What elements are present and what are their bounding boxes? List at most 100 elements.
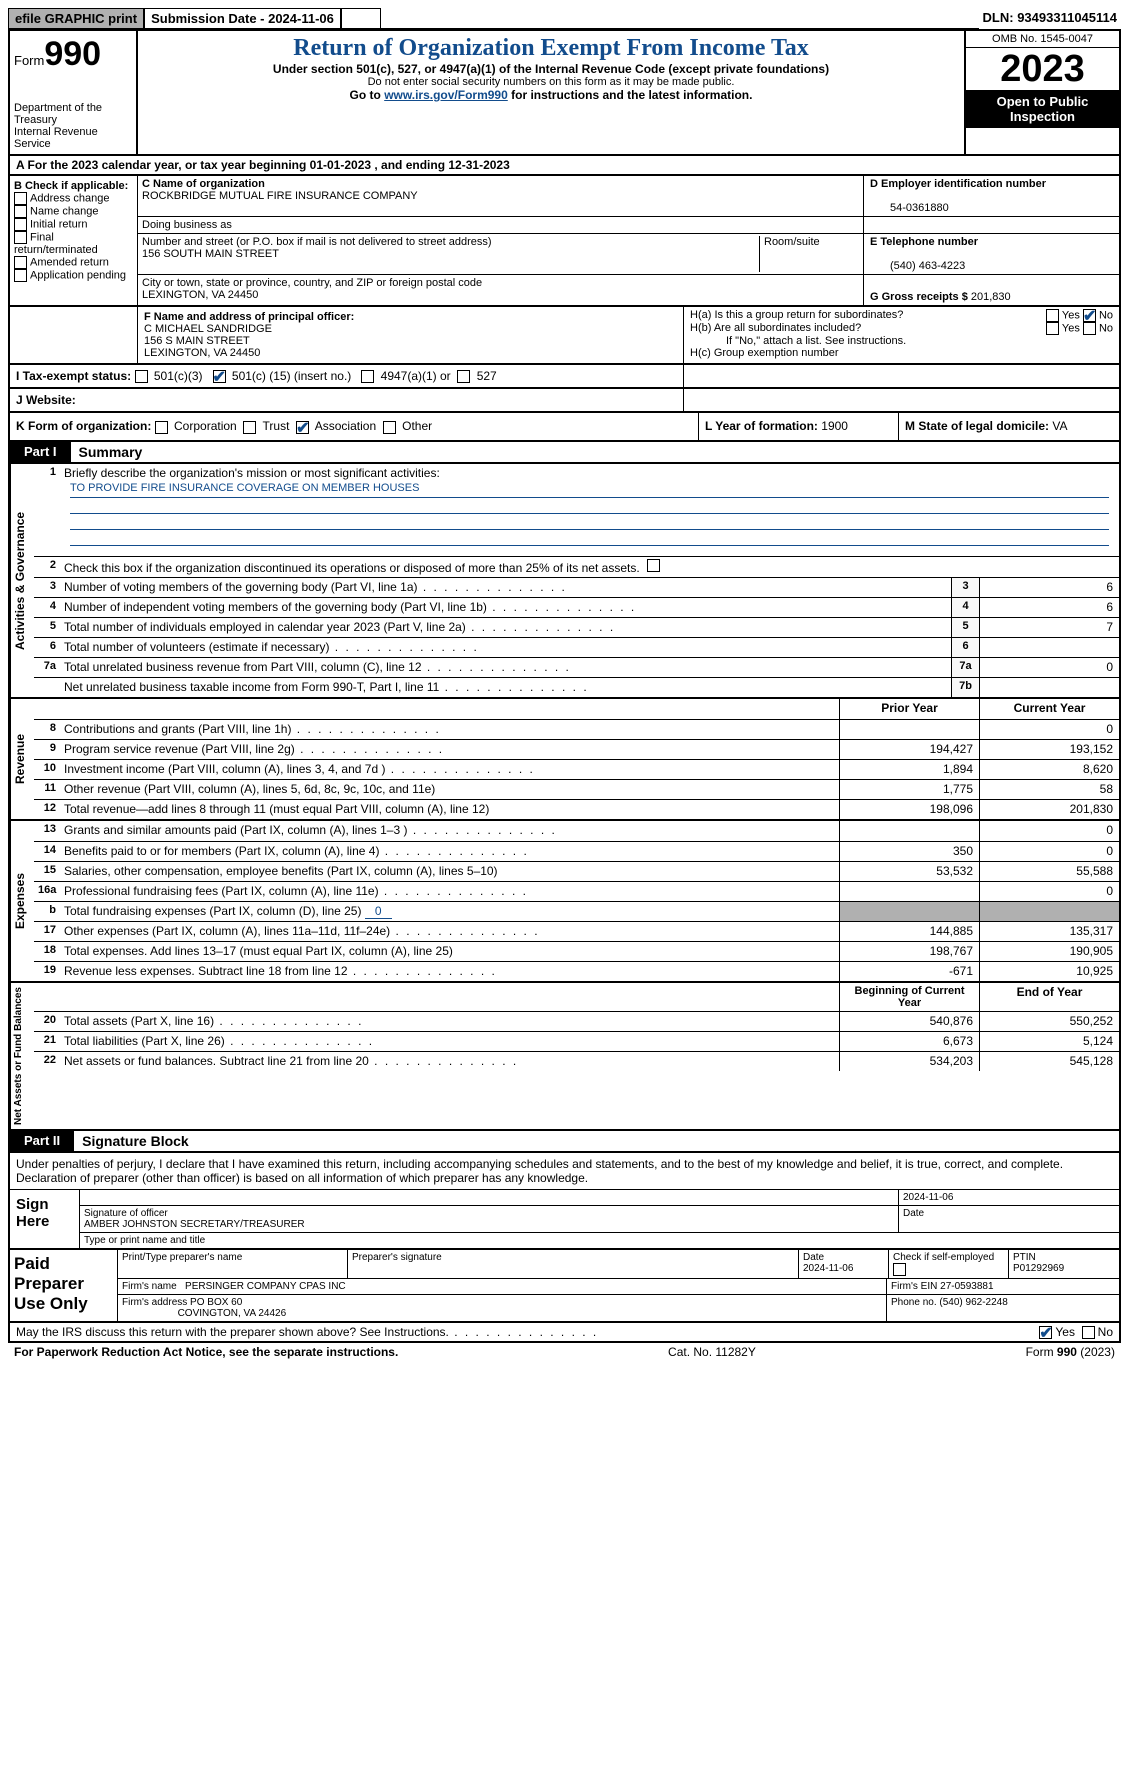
footer-catalog: Cat. No. 11282Y — [668, 1345, 756, 1359]
line22-eoy: 545,128 — [979, 1052, 1119, 1071]
checkbox-ha-no[interactable] — [1083, 309, 1096, 322]
h-b-label: H(b) Are all subordinates included? — [690, 322, 861, 335]
checkbox-trust[interactable] — [243, 421, 256, 434]
checkbox-other[interactable] — [383, 421, 396, 434]
efile-button[interactable]: efile GRAPHIC print — [8, 8, 144, 29]
prep-date: 2024-11-06 — [803, 1263, 853, 1274]
sign-here-label: Sign Here — [10, 1190, 80, 1248]
blank-box — [341, 8, 381, 29]
box-e-phone-label: E Telephone number — [870, 236, 978, 248]
footer-left: For Paperwork Reduction Act Notice, see … — [14, 1345, 398, 1359]
form-title: Return of Organization Exempt From Incom… — [142, 35, 960, 62]
checkbox-assoc[interactable] — [296, 421, 309, 434]
footer-right: Form 990 (2023) — [1026, 1345, 1115, 1359]
officer-addr1: 156 S MAIN STREET — [144, 335, 250, 347]
state-domicile: VA — [1052, 419, 1067, 433]
box-f-label: F Name and address of principal officer: — [144, 311, 354, 323]
side-label-ag: Activities & Governance — [10, 464, 34, 697]
omb-number: OMB No. 1545-0047 — [966, 31, 1119, 48]
line13-cy: 0 — [979, 821, 1119, 841]
checkbox-initial-return[interactable] — [14, 218, 27, 231]
checkbox-address-change[interactable] — [14, 192, 27, 205]
checkbox-501c3[interactable] — [135, 370, 148, 383]
open-to-public: Open to Public Inspection — [966, 90, 1119, 128]
section-bcdeg: B Check if applicable: Address change Na… — [8, 176, 1121, 307]
line14-cy: 0 — [979, 842, 1119, 861]
box-d-ein-label: D Employer identification number — [870, 178, 1046, 190]
checkbox-app-pending[interactable] — [14, 269, 27, 282]
line11-cy: 58 — [979, 780, 1119, 799]
side-label-revenue: Revenue — [10, 699, 34, 819]
row-klm: K Form of organization: Corporation Trus… — [8, 413, 1121, 441]
form-word: Form — [14, 53, 44, 68]
checkbox-amended[interactable] — [14, 256, 27, 269]
paid-preparer-label: Paid Preparer Use Only — [10, 1250, 118, 1321]
line19-cy: 10,925 — [979, 962, 1119, 981]
line6-value — [979, 638, 1119, 657]
checkbox-ha-yes[interactable] — [1046, 309, 1059, 322]
line18-cy: 190,905 — [979, 942, 1119, 961]
officer-signature-name: AMBER JOHNSTON SECRETARY/TREASURER — [84, 1219, 305, 1230]
ein-value: 54-0361880 — [870, 202, 949, 214]
row-a-tax-year: A For the 2023 calendar year, or tax yea… — [8, 156, 1121, 176]
org-name: ROCKBRIDGE MUTUAL FIRE INSURANCE COMPANY — [142, 190, 418, 202]
h-a-label: H(a) Is this a group return for subordin… — [690, 309, 903, 322]
tax-year: 2023 — [966, 48, 1119, 90]
dept-irs: Internal Revenue Service — [14, 126, 132, 150]
line7b-value — [979, 678, 1119, 697]
sign-here-block: Sign Here 2024-11-06 Signature of office… — [8, 1189, 1121, 1250]
discuss-row: May the IRS discuss this return with the… — [8, 1323, 1121, 1343]
addr-value: 156 SOUTH MAIN STREET — [142, 248, 279, 260]
section-revenue: Revenue Prior YearCurrent Year 8Contribu… — [8, 699, 1121, 821]
ptin-value: P01292969 — [1013, 1263, 1064, 1274]
line21-eoy: 5,124 — [979, 1032, 1119, 1051]
checkbox-discuss-no[interactable] — [1082, 1326, 1095, 1339]
line8-cy: 0 — [979, 720, 1119, 739]
sig-date: 2024-11-06 — [903, 1192, 953, 1203]
line4-value: 6 — [979, 598, 1119, 617]
addr-label: Number and street (or P.O. box if mail i… — [142, 236, 492, 248]
year-formation: 1900 — [821, 419, 848, 433]
firm-addr2: COVINGTON, VA 24426 — [178, 1308, 287, 1319]
city-label: City or town, state or province, country… — [142, 277, 482, 289]
checkbox-hb-no[interactable] — [1083, 322, 1096, 335]
line15-cy: 55,588 — [979, 862, 1119, 881]
firm-addr1: PO BOX 60 — [190, 1297, 242, 1308]
checkbox-self-employed[interactable] — [893, 1263, 906, 1276]
side-label-expenses: Expenses — [10, 821, 34, 981]
box-c-name-label: C Name of organization — [142, 178, 265, 190]
checkbox-corp[interactable] — [155, 421, 168, 434]
h-c-label: H(c) Group exemption number — [690, 347, 1113, 359]
checkbox-discuss-yes[interactable] — [1039, 1326, 1052, 1339]
checkbox-hb-yes[interactable] — [1046, 322, 1059, 335]
irs-link[interactable]: www.irs.gov/Form990 — [384, 88, 508, 102]
phone-value: (540) 463-4223 — [870, 260, 965, 272]
box-g-gross-label: G Gross receipts $ — [870, 291, 968, 303]
submission-date: Submission Date - 2024-11-06 — [144, 8, 341, 29]
line7a-value: 0 — [979, 658, 1119, 677]
gross-receipts-value: 201,830 — [971, 291, 1011, 303]
section-expenses: Expenses 13Grants and similar amounts pa… — [8, 821, 1121, 983]
checkbox-4947[interactable] — [361, 370, 374, 383]
checkbox-final-return[interactable] — [14, 231, 27, 244]
checkbox-501c[interactable] — [213, 370, 226, 383]
part-1-header: Part I Summary — [8, 442, 1121, 464]
officer-addr2: LEXINGTON, VA 24450 — [144, 347, 260, 359]
line1-label: Briefly describe the organization's miss… — [64, 466, 440, 480]
checkbox-name-change[interactable] — [14, 205, 27, 218]
line20-eoy: 550,252 — [979, 1012, 1119, 1031]
line10-cy: 8,620 — [979, 760, 1119, 779]
dln-label: DLN: 93493311045114 — [979, 8, 1121, 29]
form-subtitle-2: Do not enter social security numbers on … — [142, 76, 960, 88]
checkbox-line2[interactable] — [647, 559, 660, 572]
paid-preparer-block: Paid Preparer Use Only Print/Type prepar… — [8, 1250, 1121, 1323]
part-2-header: Part II Signature Block — [8, 1131, 1121, 1153]
line3-value: 6 — [979, 578, 1119, 597]
checkbox-527[interactable] — [457, 370, 470, 383]
section-net-assets: Net Assets or Fund Balances Beginning of… — [8, 983, 1121, 1131]
line16a-cy: 0 — [979, 882, 1119, 901]
firm-name: PERSINGER COMPANY CPAS INC — [185, 1281, 346, 1292]
h-b-note: If "No," attach a list. See instructions… — [690, 335, 1113, 347]
line16b-value: 0 — [365, 904, 392, 919]
firm-ein: 27-0593881 — [940, 1281, 993, 1292]
